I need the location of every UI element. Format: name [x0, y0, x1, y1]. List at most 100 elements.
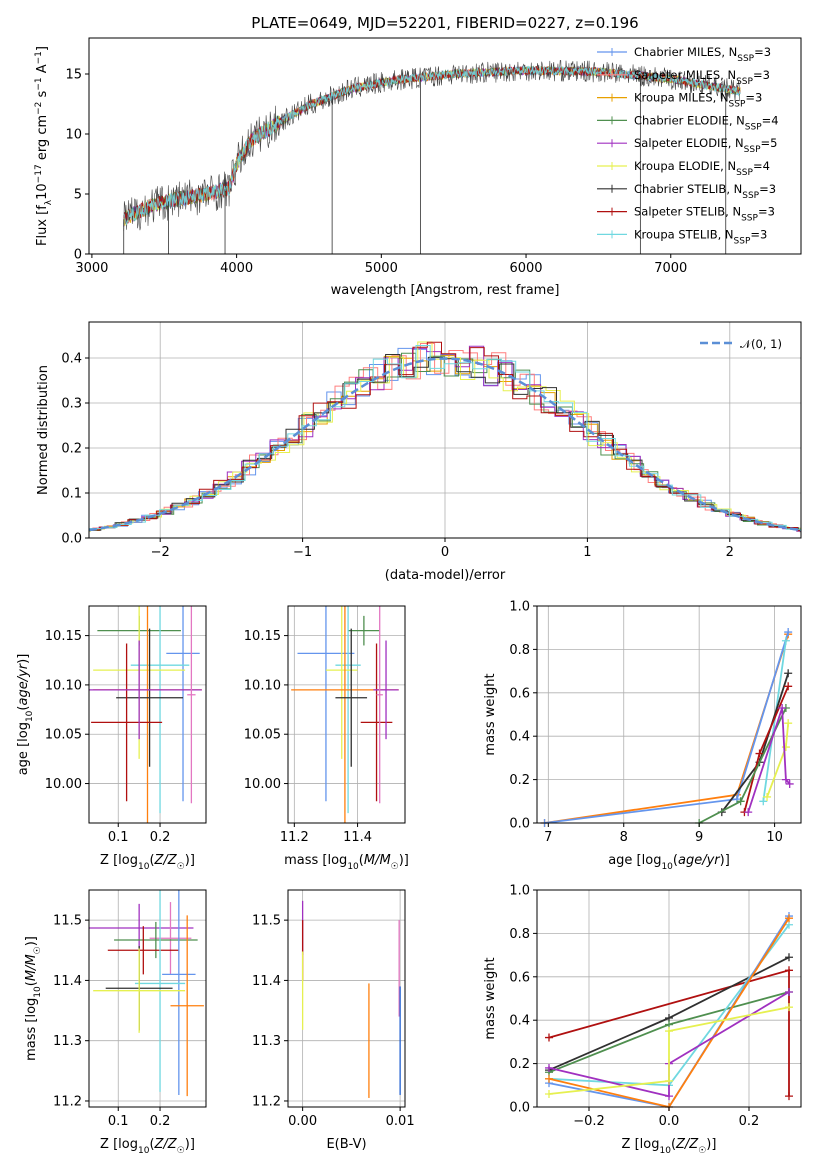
x-tick-label: 10 — [766, 830, 783, 845]
weight-marker — [785, 914, 793, 923]
y-tick-label: 0.3 — [61, 397, 82, 412]
plot-frame — [287, 605, 406, 824]
y-tick-label: 11.5 — [252, 914, 281, 929]
legend-entry: Chabrier ELODIE, NSSP=4 — [634, 113, 779, 132]
x-tick-label: 0.2 — [739, 1114, 760, 1129]
x-tick-label: 0.1 — [108, 1114, 129, 1129]
residual-legend: 𝒩(0, 1) — [700, 337, 782, 351]
weight-marker — [785, 966, 793, 975]
weight-marker — [781, 636, 790, 645]
y-tick-label: 11.3 — [252, 1034, 281, 1049]
x-tick-label: 7 — [544, 830, 552, 845]
weight-marker — [545, 1089, 553, 1098]
x-tick-label: 0.01 — [386, 1114, 415, 1129]
spectrum-lines — [123, 60, 741, 254]
y-tick-label: 11.4 — [53, 974, 82, 989]
y-tick-label: 11.5 — [53, 914, 82, 929]
y-tick-label: 0.1 — [61, 487, 82, 502]
y-tick-label: 1.0 — [509, 600, 530, 615]
x-tick-label: 0 — [441, 545, 449, 560]
plot-frame — [88, 889, 207, 1108]
x-axis-label: Z [log10(Z/Z☉)] — [100, 853, 195, 872]
weight-marker — [785, 1003, 793, 1012]
axes-weight_vs_age — [533, 605, 802, 827]
y-axis-label: mass weight — [483, 673, 498, 755]
x-tick-label: 2 — [726, 545, 734, 560]
legend-entry: Salpeter MILES, NSSP=3 — [634, 68, 770, 87]
y-tick-label: 0.0 — [61, 532, 82, 547]
axes-spectrum — [85, 37, 802, 258]
plot-frame — [287, 889, 406, 1108]
weight-marker — [755, 749, 764, 758]
x-tick-label: 1 — [583, 545, 591, 560]
x-tick-label: 9 — [695, 830, 703, 845]
x-tick-label: −2 — [151, 545, 170, 560]
weight-marker — [736, 797, 745, 806]
legend-entry: Chabrier MILES, NSSP=3 — [634, 45, 771, 64]
x-tick-label: −1 — [293, 545, 312, 560]
x-tick-label: 11.2 — [280, 830, 309, 845]
weight-marker — [665, 1092, 673, 1101]
weight-marker — [784, 682, 793, 691]
axes-age_vs_z — [85, 605, 207, 827]
weight-marker — [545, 1033, 553, 1042]
y-tick-label: 10.00 — [45, 777, 82, 792]
x-axis-label: mass [log10(M/M☉)] — [284, 853, 409, 872]
plot-frame — [88, 37, 802, 255]
legend-entry: Salpeter ELODIE, NSSP=5 — [634, 136, 777, 155]
x-axis-label: Z [log10(Z/Z☉)] — [622, 1137, 717, 1156]
x-tick-label: 4000 — [220, 261, 253, 276]
legend-entry: 𝒩(0, 1) — [740, 337, 782, 351]
spectrum-series-salpeter-stelib — [123, 65, 741, 224]
age_vs_z-points — [89, 606, 202, 823]
y-tick-label: 0.2 — [509, 1057, 530, 1072]
y-axis-label: mass [log10(M/M☉)] — [24, 936, 43, 1061]
plot-frame — [536, 605, 802, 824]
x-tick-label: 0.1 — [108, 830, 129, 845]
y-axis-label: age [log10(age/yr)] — [16, 654, 35, 776]
legend-entry: Salpeter STELIB, NSSP=3 — [634, 205, 775, 224]
y-axis-label: mass weight — [483, 957, 498, 1039]
x-tick-label: 0.2 — [150, 1114, 171, 1129]
weight-marker — [665, 1076, 673, 1085]
weight-marker — [785, 1092, 793, 1101]
gaussian-curve — [89, 357, 801, 532]
weight-marker — [763, 792, 772, 801]
mass_vs_ebv-points — [301, 900, 401, 1098]
y-tick-label: 10.10 — [244, 678, 281, 693]
x-tick-label: 0.0 — [659, 1114, 680, 1129]
y-tick-label: 11.2 — [53, 1094, 82, 1109]
y-tick-label: 0.2 — [61, 442, 82, 457]
legend-entry: Chabrier STELIB, NSSP=3 — [634, 182, 776, 201]
y-tick-label: 10.05 — [45, 728, 82, 743]
y-tick-label: 0.4 — [61, 352, 82, 367]
y-tick-label: 10.10 — [45, 678, 82, 693]
y-axis-label: Flux [fλ10−17 erg cm−2 s−1 A−1] — [34, 46, 54, 246]
y-tick-label: 11.3 — [53, 1034, 82, 1049]
weight-marker — [744, 808, 753, 817]
axes-mass_vs_ebv — [284, 889, 406, 1111]
y-tick-label: 0.0 — [509, 1101, 530, 1116]
x-tick-label: 3000 — [75, 261, 108, 276]
y-tick-label: 1.0 — [509, 884, 530, 899]
y-tick-label: 10.15 — [244, 629, 281, 644]
y-tick-label: 0.4 — [509, 730, 530, 745]
axes-mass_vs_z — [85, 889, 207, 1111]
y-tick-label: 11.4 — [252, 974, 281, 989]
weight-marker — [785, 953, 793, 962]
y-tick-label: 10.15 — [45, 629, 82, 644]
y-axis-label: Normed distribution — [36, 365, 51, 495]
legend-entry: Kroupa MILES, NSSP=3 — [634, 91, 762, 110]
axes-age_vs_mass — [284, 605, 406, 827]
weight-marker — [784, 719, 793, 728]
weight-line-kroupa-elodie — [548, 1006, 790, 1095]
weight-marker — [781, 743, 790, 752]
axes-residuals — [85, 321, 802, 542]
x-axis-label: (data-model)/error — [385, 568, 506, 583]
y-tick-label: 10.00 — [244, 777, 281, 792]
y-tick-label: 0.6 — [509, 686, 530, 701]
plot-frame — [88, 605, 207, 824]
y-tick-label: 0.0 — [509, 817, 530, 832]
weight-marker — [545, 1074, 553, 1083]
